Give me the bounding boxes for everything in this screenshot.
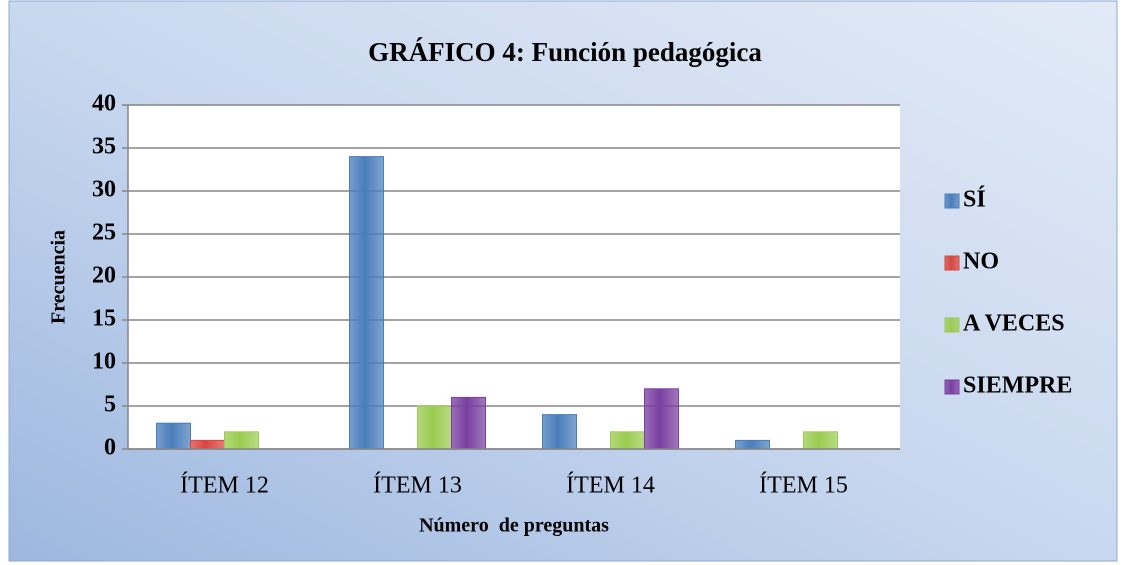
bar [349,156,384,450]
x-tick-label: ÍTEM 14 [566,473,655,499]
x-tick-label: ÍTEM 12 [180,473,269,499]
y-tick-label: 30 [92,177,116,203]
bar [190,439,225,450]
y-tick-label: 10 [92,349,116,375]
x-tick-label: ÍTEM 15 [759,473,848,499]
y-tick-label: 25 [92,220,116,246]
legend-marker [944,255,960,271]
bar [156,422,191,450]
y-tick-label: 40 [92,91,116,117]
bar [417,405,452,450]
y-tick-label: 0 [104,435,116,461]
bar [803,431,838,450]
x-axis-label: Número de preguntas [419,515,609,537]
bar [644,388,679,450]
legend-marker [944,317,960,333]
y-tick-label: 15 [92,306,116,332]
y-axis-label: Frecuencia [48,230,70,324]
legend-marker [944,379,960,395]
legend-label: A VECES [963,311,1065,337]
legend-label: SIEMPRE [963,373,1072,399]
y-tick-label: 5 [104,392,116,418]
y-tick-label: 35 [92,134,116,160]
chart-title: GRÁFICO 4: Función pedagógica [368,37,762,67]
legend-label: SÍ [963,187,986,213]
bar [735,439,770,450]
legend-marker [944,193,960,209]
y-tick-label: 20 [92,263,116,289]
x-tick-label: ÍTEM 13 [373,473,462,499]
legend-label: NO [963,249,999,275]
bar [542,414,577,450]
bar [451,396,486,450]
bar [224,431,259,450]
bar [610,431,645,450]
